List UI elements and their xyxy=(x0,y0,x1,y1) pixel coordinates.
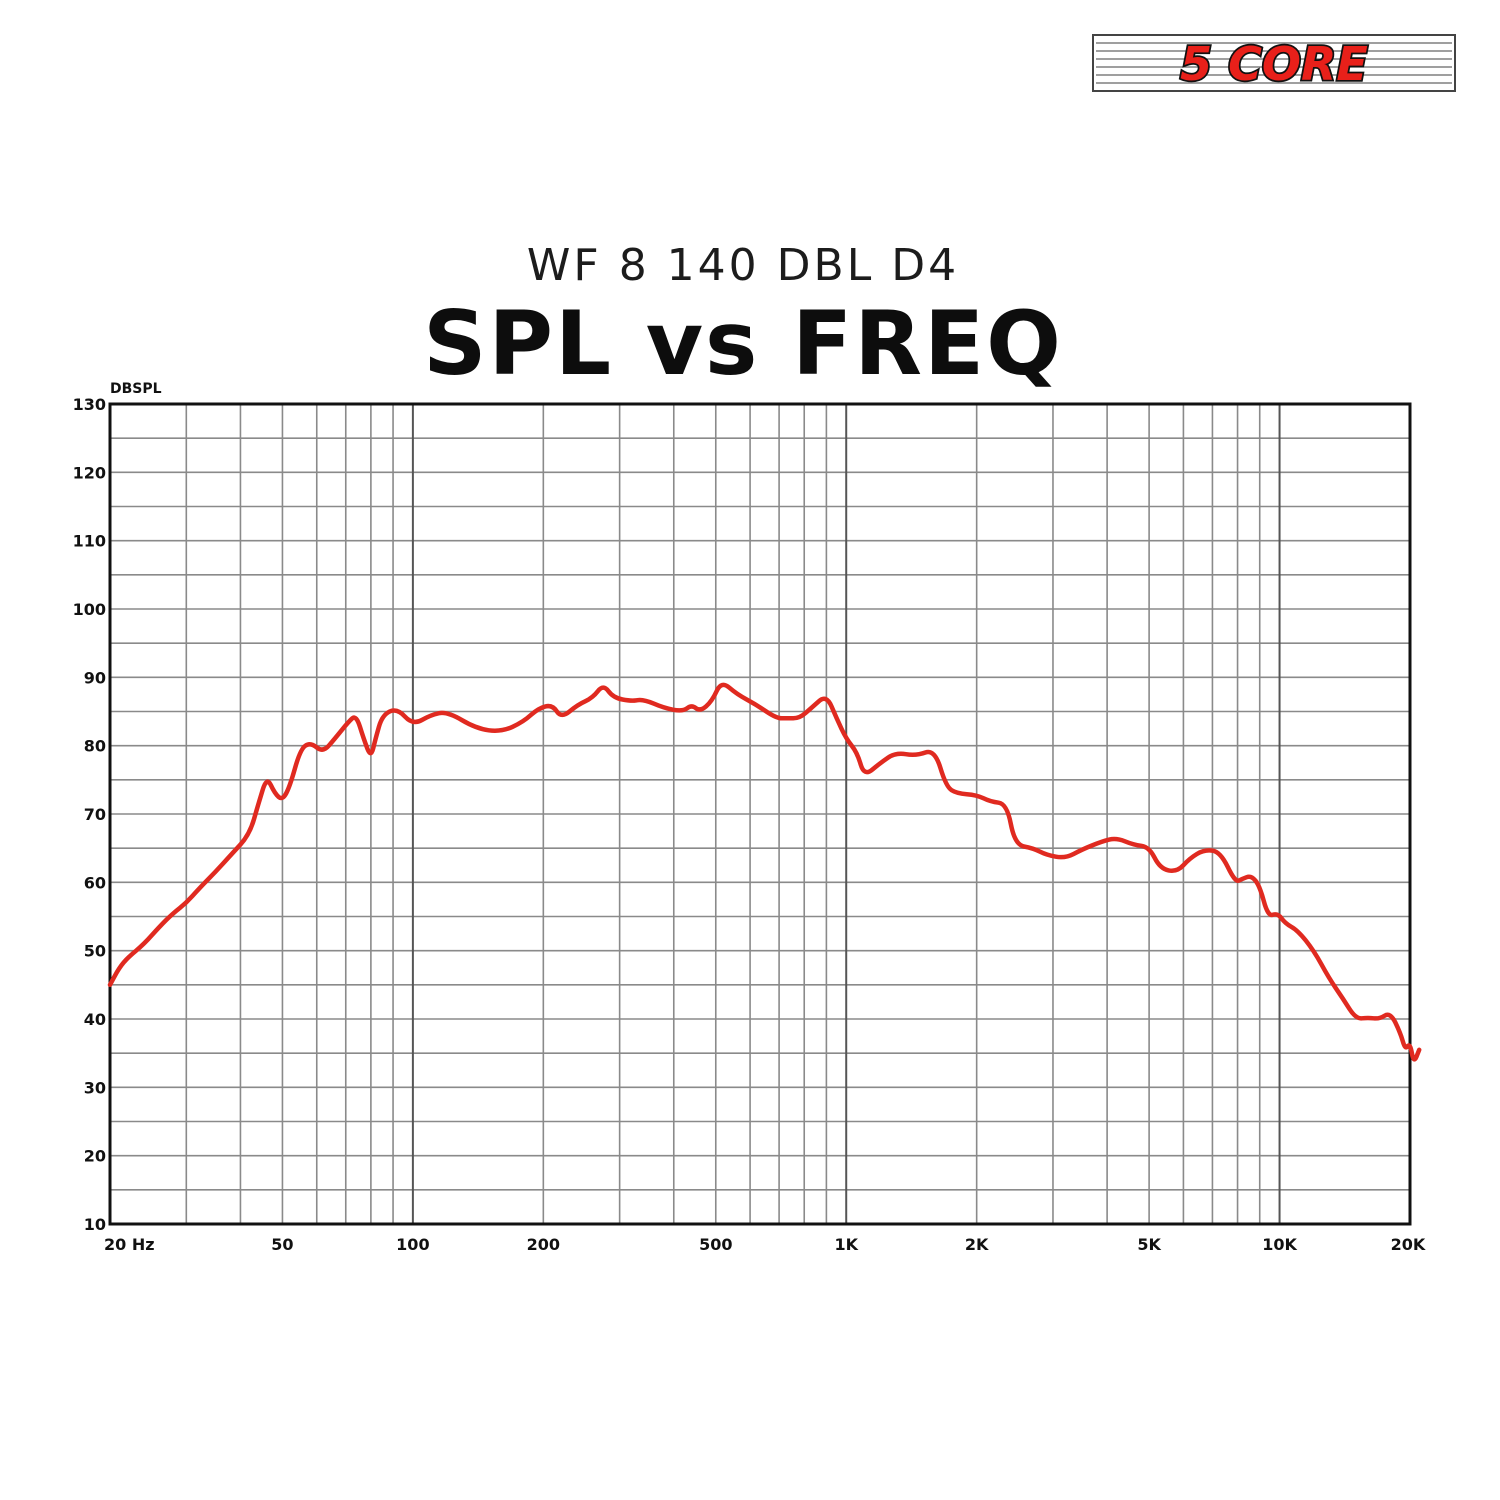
y-axis-label: DBSPL xyxy=(110,381,162,397)
grid-minor-lines xyxy=(110,404,1410,1224)
y-tick-label: 110 xyxy=(73,532,106,551)
y-tick-label: 100 xyxy=(73,600,106,619)
x-tick-label: 1K xyxy=(834,1235,858,1254)
y-tick-label: 50 xyxy=(84,942,106,961)
y-tick-label: 30 xyxy=(84,1078,106,1097)
y-tick-label: 120 xyxy=(73,463,106,482)
y-tick-label: 130 xyxy=(73,395,106,414)
plot-frame xyxy=(108,402,1412,1226)
y-tick-label: 80 xyxy=(84,737,106,756)
y-tick-label: 60 xyxy=(84,873,106,892)
grid-major-lines xyxy=(411,404,1281,1224)
chart-subtitle: WF 8 140 DBL D4 xyxy=(526,240,960,291)
x-tick-label: 20 Hz xyxy=(104,1235,155,1254)
spl-response-line xyxy=(107,682,1422,1062)
x-tick-labels: 20 Hz 50 100 200 500 1K 2K 5K 10K 20K xyxy=(104,1235,1426,1254)
x-tick-label: 10K xyxy=(1262,1235,1297,1254)
x-tick-label: 5K xyxy=(1137,1235,1161,1254)
series-layer xyxy=(107,682,1422,1062)
x-tick-label: 100 xyxy=(396,1235,429,1254)
x-tick-label: 50 xyxy=(271,1235,293,1254)
y-tick-label: 40 xyxy=(84,1010,106,1029)
y-tick-label: 20 xyxy=(84,1147,106,1166)
x-tick-label: 500 xyxy=(699,1235,732,1254)
y-tick-label: 70 xyxy=(84,805,106,824)
y-tick-label: 90 xyxy=(84,668,106,687)
x-tick-label: 2K xyxy=(965,1235,989,1254)
logo-text: 5 CORE xyxy=(1180,37,1368,91)
x-tick-label: 200 xyxy=(527,1235,560,1254)
chart-title: SPL vs FREQ xyxy=(423,292,1063,395)
y-tick-label: 10 xyxy=(84,1215,106,1234)
y-tick-labels: 10 20 30 40 50 60 70 80 90 100 110 120 130 xyxy=(73,395,106,1234)
brand-logo: 5 CORE xyxy=(1092,34,1456,92)
x-tick-label: 20K xyxy=(1391,1235,1426,1254)
